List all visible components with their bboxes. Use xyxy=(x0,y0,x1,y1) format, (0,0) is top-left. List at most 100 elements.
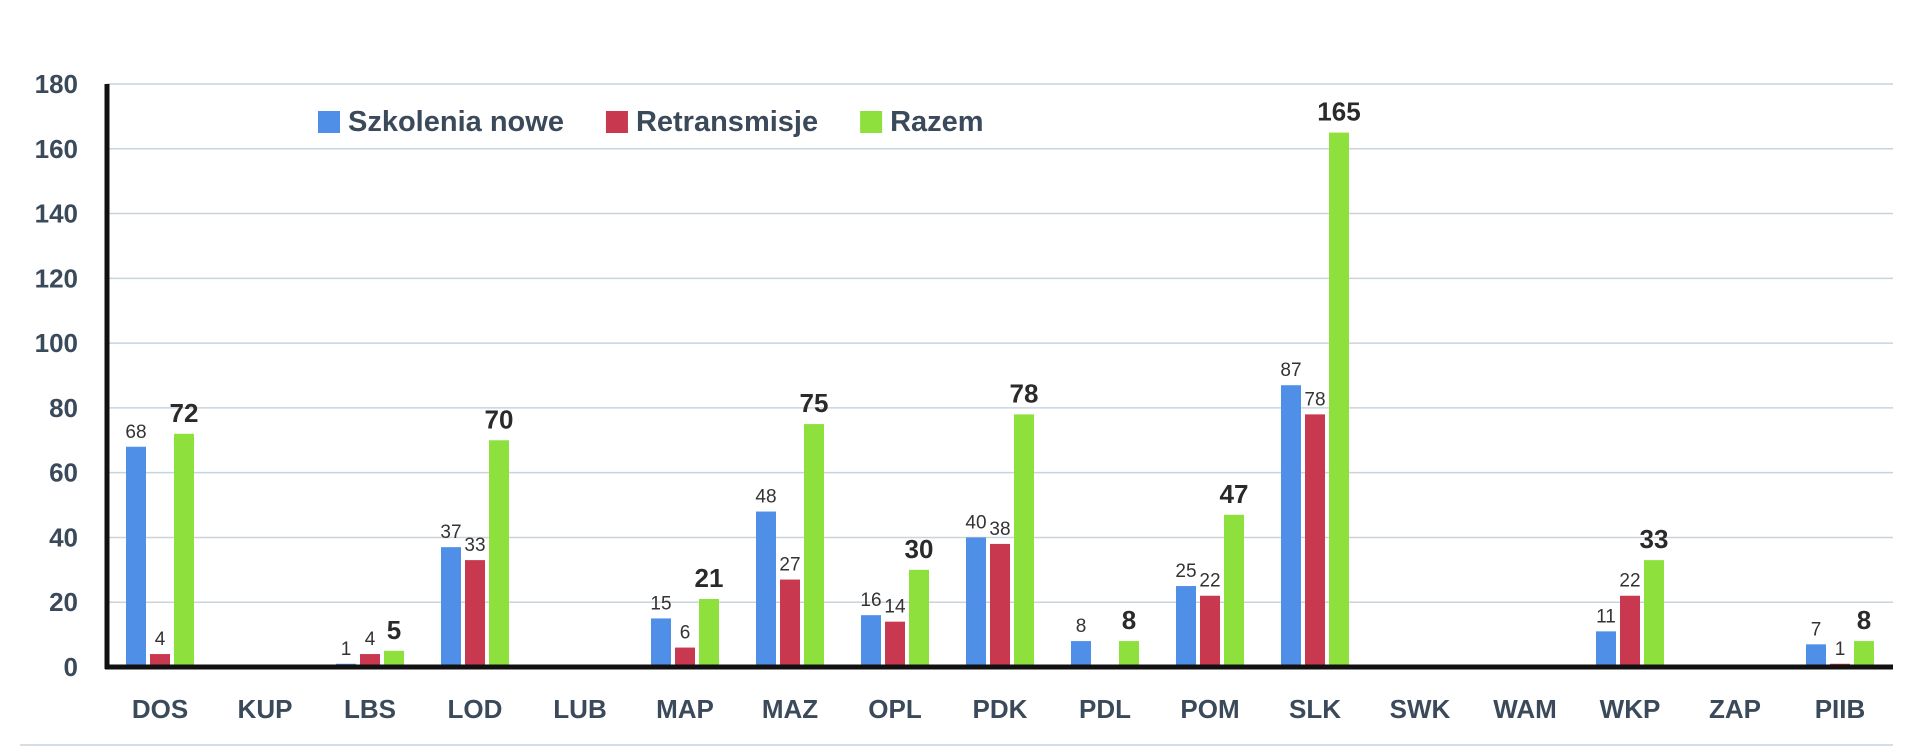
x-tick-label: POM xyxy=(1180,694,1239,724)
bar xyxy=(1200,595,1220,667)
x-tick-label: MAZ xyxy=(762,694,818,724)
x-tick-label: WAM xyxy=(1493,694,1557,724)
bar xyxy=(441,547,461,667)
legend-swatch xyxy=(860,111,883,133)
bar xyxy=(699,598,719,667)
data-label: 4 xyxy=(365,629,376,650)
data-label: 87 xyxy=(1280,360,1301,381)
bar xyxy=(1224,514,1244,667)
data-label: 38 xyxy=(989,519,1010,540)
bar xyxy=(1329,132,1349,668)
gridlines xyxy=(20,83,1893,746)
bar xyxy=(1806,644,1826,667)
x-tick-label: PDK xyxy=(973,694,1028,724)
data-label: 1 xyxy=(341,639,352,660)
x-tick-label: LOD xyxy=(448,694,503,724)
legend-swatch xyxy=(605,111,628,133)
data-label: 1 xyxy=(1835,639,1846,660)
bar xyxy=(885,621,905,667)
bar xyxy=(1176,586,1196,667)
data-label: 11 xyxy=(1596,606,1616,627)
x-tick-label: DOS xyxy=(132,694,188,724)
bar xyxy=(804,424,824,667)
x-tick-label: LUB xyxy=(553,694,606,724)
bar xyxy=(1854,641,1874,667)
y-tick-label: 140 xyxy=(35,199,78,229)
data-label: 30 xyxy=(905,534,934,564)
bar xyxy=(651,618,671,667)
data-label: 33 xyxy=(464,535,485,556)
bar xyxy=(489,440,509,667)
y-tick-label: 0 xyxy=(64,652,78,682)
data-label: 72 xyxy=(170,398,199,428)
legend-swatch xyxy=(318,111,340,133)
data-label: 47 xyxy=(1220,479,1249,509)
x-tick-label: LBS xyxy=(344,694,396,724)
bar xyxy=(780,579,800,667)
bar xyxy=(384,650,404,667)
x-tick-label: MAP xyxy=(656,694,714,724)
bar xyxy=(675,647,695,667)
data-label: 48 xyxy=(755,487,776,508)
data-label: 40 xyxy=(965,512,986,533)
x-tick-label: KUP xyxy=(238,694,293,724)
legend-label: Retransmisje xyxy=(636,106,818,138)
data-label: 70 xyxy=(485,404,514,434)
x-tick-label: PDL xyxy=(1079,694,1131,724)
bar xyxy=(1644,560,1664,667)
bar xyxy=(1281,385,1301,667)
y-tick-label: 100 xyxy=(35,328,78,358)
bars xyxy=(126,132,1874,668)
legend: Szkolenia nowe Retransmisje Razem xyxy=(318,106,984,138)
axes xyxy=(104,84,1893,670)
x-tick-label: OPL xyxy=(868,694,922,724)
bar xyxy=(1596,631,1616,667)
data-label: 33 xyxy=(1640,524,1669,554)
bar xyxy=(1014,414,1034,667)
data-label: 16 xyxy=(860,590,881,611)
legend-label: Szkolenia nowe xyxy=(348,106,564,138)
bar xyxy=(465,560,485,667)
bar xyxy=(756,511,776,667)
y-tick-label: 60 xyxy=(49,458,78,488)
x-tick-label: ZAP xyxy=(1709,694,1761,724)
data-label: 22 xyxy=(1619,571,1640,592)
data-label: 165 xyxy=(1317,97,1360,127)
data-label: 22 xyxy=(1199,571,1220,592)
x-tick-label: SLK xyxy=(1289,694,1341,724)
x-tick-label: WKP xyxy=(1600,694,1661,724)
data-label: 8 xyxy=(1122,605,1136,635)
bar xyxy=(1305,414,1325,667)
bar xyxy=(861,615,881,667)
bar xyxy=(126,446,146,667)
bar xyxy=(966,537,986,667)
y-tick-label: 80 xyxy=(49,393,78,423)
data-label: 78 xyxy=(1304,389,1325,410)
bar xyxy=(360,654,380,667)
bar xyxy=(990,543,1010,667)
data-label: 68 xyxy=(125,422,146,443)
bar xyxy=(1119,641,1139,667)
y-tick-label: 20 xyxy=(49,587,78,617)
y-axis-ticks: 0 20 40 60 80 100 120 140 160 180 xyxy=(35,69,78,682)
data-label: 37 xyxy=(440,522,461,543)
data-label: 8 xyxy=(1076,616,1087,637)
data-label: 6 xyxy=(680,623,691,644)
x-tick-label: PIIB xyxy=(1815,694,1866,724)
data-label: 5 xyxy=(387,615,401,645)
bar xyxy=(909,569,929,667)
data-label: 78 xyxy=(1010,378,1039,408)
data-label: 75 xyxy=(800,388,829,418)
data-label: 4 xyxy=(155,629,166,650)
data-label: 7 xyxy=(1811,619,1822,640)
bar xyxy=(174,433,194,667)
data-label: 14 xyxy=(884,597,906,618)
x-tick-label: SWK xyxy=(1390,694,1451,724)
y-tick-label: 40 xyxy=(49,522,78,552)
data-label: 15 xyxy=(650,593,671,614)
y-tick-label: 120 xyxy=(35,263,78,293)
y-tick-label: 180 xyxy=(35,69,78,99)
x-axis-ticks: DOS KUP LBS LOD LUB MAP MAZ OPL PDK PDL POM SLK SWK W… xyxy=(132,694,1865,724)
